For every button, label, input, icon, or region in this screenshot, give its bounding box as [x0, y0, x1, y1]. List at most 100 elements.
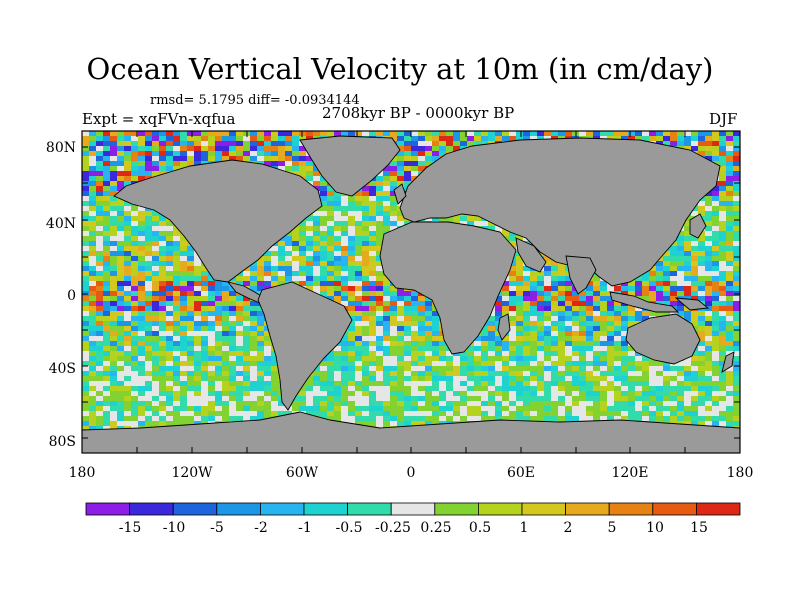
ocean-cell	[621, 286, 628, 291]
ocean-cell	[236, 351, 243, 356]
ocean-cell	[719, 161, 726, 166]
ocean-cell	[82, 321, 89, 326]
ocean-cell	[257, 311, 264, 316]
ocean-cell	[600, 396, 607, 401]
ocean-cell	[726, 226, 733, 231]
ocean-cell	[131, 176, 138, 181]
ocean-cell	[467, 221, 474, 226]
ocean-cell	[299, 241, 306, 246]
ocean-cell	[243, 146, 250, 151]
ocean-cell	[341, 256, 348, 261]
ocean-cell	[103, 401, 110, 406]
ocean-cell	[432, 326, 439, 331]
ocean-cell	[159, 371, 166, 376]
ocean-cell	[166, 221, 173, 226]
ocean-cell	[299, 266, 306, 271]
ocean-cell	[362, 361, 369, 366]
ocean-cell	[131, 316, 138, 321]
ocean-cell	[180, 346, 187, 351]
ocean-cell	[89, 366, 96, 371]
ocean-cell	[376, 306, 383, 311]
ocean-cell	[719, 256, 726, 261]
ocean-cell	[257, 371, 264, 376]
ocean-cell	[117, 186, 124, 191]
ocean-cell	[229, 146, 236, 151]
ocean-cell	[551, 361, 558, 366]
ocean-cell	[698, 396, 705, 401]
ocean-cell	[551, 281, 558, 286]
ocean-cell	[96, 361, 103, 366]
ocean-cell	[236, 371, 243, 376]
ocean-cell	[733, 411, 740, 416]
ocean-cell	[397, 411, 404, 416]
ocean-cell	[726, 416, 733, 421]
ocean-cell	[264, 161, 271, 166]
ocean-cell	[355, 131, 362, 136]
ocean-cell	[733, 416, 740, 421]
ocean-cell	[404, 136, 411, 141]
ocean-cell	[705, 211, 712, 216]
ocean-cell	[551, 311, 558, 316]
ocean-cell	[187, 416, 194, 421]
ocean-cell	[103, 216, 110, 221]
ocean-cell	[705, 366, 712, 371]
ocean-cell	[544, 286, 551, 291]
ocean-cell	[208, 156, 215, 161]
ocean-cell	[124, 151, 131, 156]
ocean-cell	[397, 291, 404, 296]
ocean-cell	[698, 141, 705, 146]
ocean-cell	[285, 266, 292, 271]
ocean-cell	[376, 246, 383, 251]
ocean-cell	[691, 421, 698, 426]
ocean-cell	[397, 296, 404, 301]
ocean-cell	[705, 196, 712, 201]
ocean-cell	[691, 251, 698, 256]
ocean-cell	[425, 371, 432, 376]
ocean-cell	[579, 316, 586, 321]
ocean-cell	[152, 351, 159, 356]
ocean-cell	[271, 411, 278, 416]
ocean-cell	[271, 361, 278, 366]
ocean-cell	[411, 331, 418, 336]
ocean-cell	[110, 346, 117, 351]
ocean-cell	[173, 306, 180, 311]
ocean-cell	[712, 191, 719, 196]
ocean-cell	[684, 146, 691, 151]
ocean-cell	[348, 201, 355, 206]
ocean-cell	[124, 241, 131, 246]
ocean-cell	[600, 351, 607, 356]
ocean-cell	[726, 391, 733, 396]
ocean-cell	[418, 331, 425, 336]
ocean-cell	[663, 376, 670, 381]
ocean-cell	[712, 311, 719, 316]
ocean-cell	[523, 321, 530, 326]
ocean-cell	[460, 141, 467, 146]
ocean-cell	[96, 176, 103, 181]
ocean-cell	[103, 421, 110, 426]
ocean-cell	[187, 156, 194, 161]
ocean-cell	[656, 266, 663, 271]
ocean-cell	[446, 366, 453, 371]
ocean-cell	[327, 416, 334, 421]
ocean-cell	[257, 381, 264, 386]
ocean-cell	[579, 306, 586, 311]
ocean-cell	[166, 421, 173, 426]
ocean-cell	[544, 306, 551, 311]
ocean-cell	[691, 146, 698, 151]
ocean-cell	[82, 211, 89, 216]
ocean-cell	[390, 311, 397, 316]
ocean-cell	[586, 296, 593, 301]
ocean-cell	[334, 266, 341, 271]
ocean-cell	[719, 291, 726, 296]
ocean-cell	[341, 291, 348, 296]
ocean-cell	[327, 271, 334, 276]
ocean-cell	[418, 296, 425, 301]
ocean-cell	[306, 246, 313, 251]
ocean-cell	[376, 286, 383, 291]
ocean-cell	[523, 376, 530, 381]
ocean-cell	[516, 406, 523, 411]
ocean-cell	[684, 416, 691, 421]
ocean-cell	[719, 236, 726, 241]
ocean-cell	[656, 131, 663, 136]
ocean-cell	[460, 216, 467, 221]
